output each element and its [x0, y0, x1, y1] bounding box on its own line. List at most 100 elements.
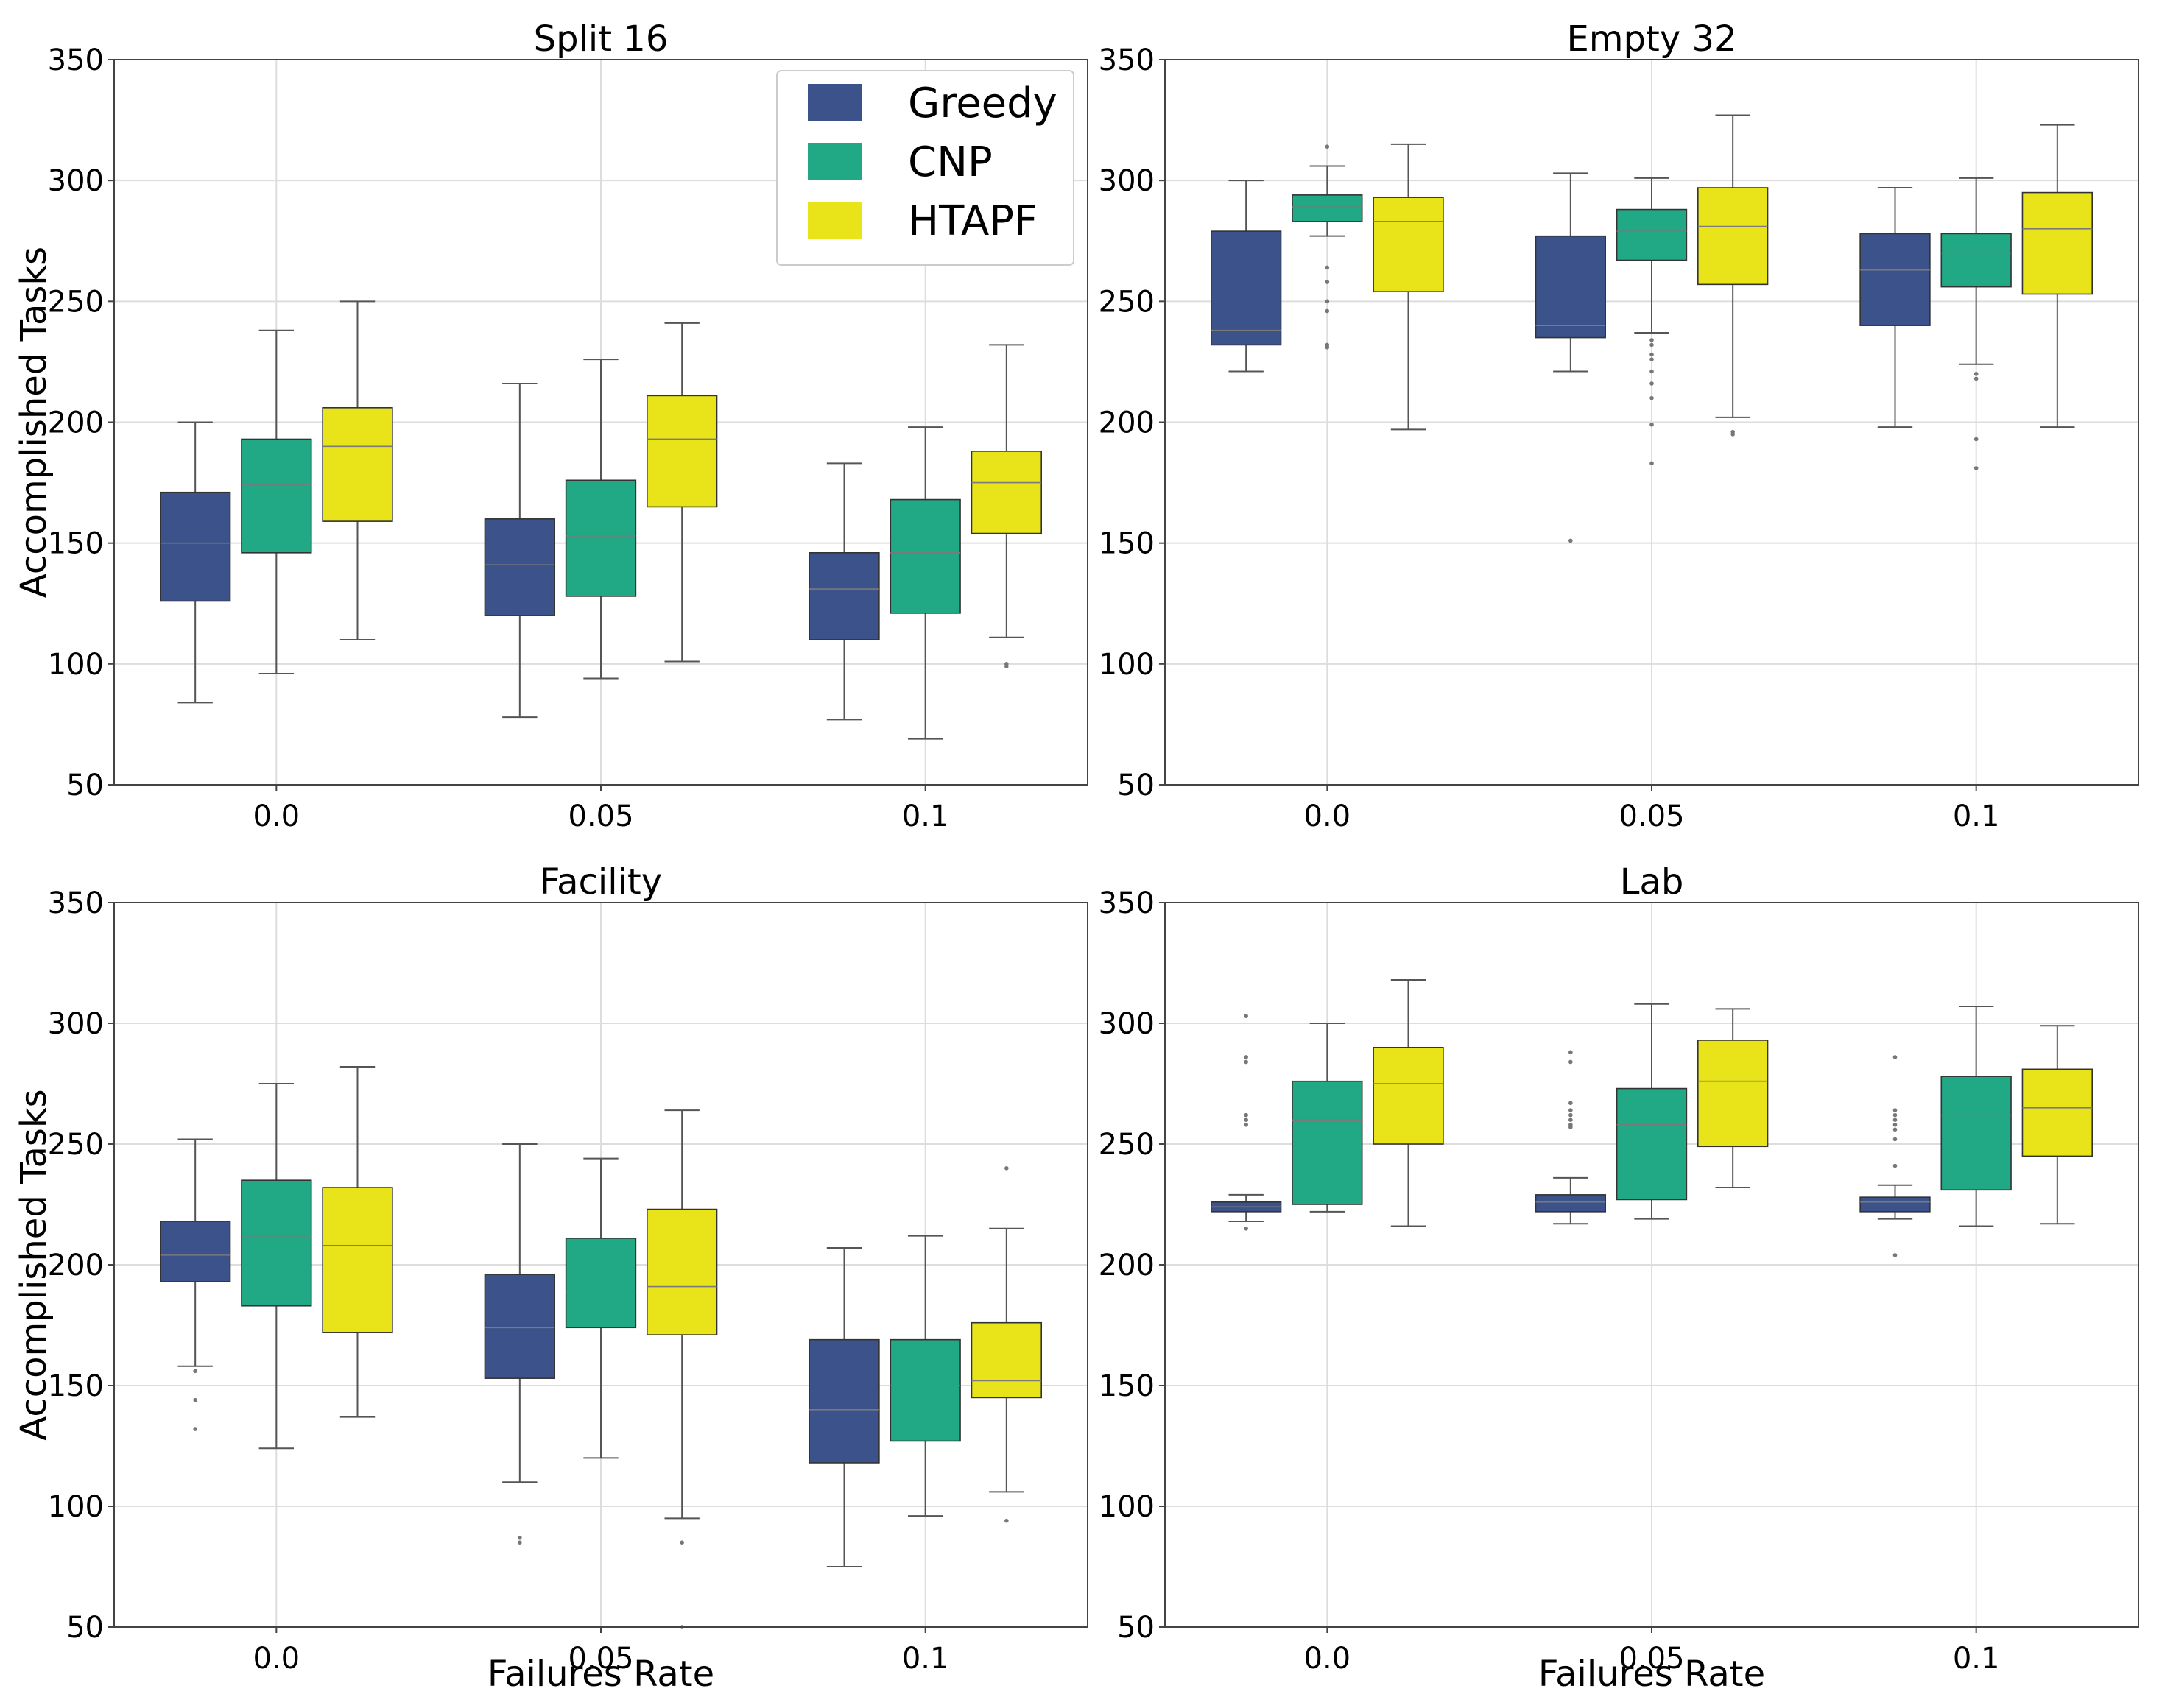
y-tick-label: 100 — [48, 1490, 104, 1524]
box-greedy-0.05 — [1535, 1050, 1607, 1225]
y-tick-label: 250 — [48, 285, 104, 319]
flier-point — [1244, 1118, 1248, 1122]
flier-point — [1244, 1014, 1248, 1018]
flier-point — [1892, 1112, 1898, 1118]
box-iqr — [809, 551, 880, 640]
legend: Greedy CNP HTAPF — [776, 70, 1074, 266]
flier-point — [1892, 1137, 1898, 1142]
flier-point — [1892, 1122, 1898, 1127]
flier-point — [518, 1535, 522, 1540]
box-iqr — [322, 1187, 393, 1333]
x-tick-label: 0.05 — [1619, 800, 1684, 833]
y-tick-label: 350 — [48, 886, 104, 920]
box-iqr — [565, 1238, 637, 1329]
y-tick-label: 250 — [1099, 285, 1155, 319]
box-cnp-0.0 — [1292, 144, 1363, 350]
flier-point — [1973, 437, 1979, 442]
legend-label-cnp: CNP — [908, 138, 993, 186]
x-tick-label: 0.1 — [1953, 1642, 2000, 1676]
box-iqr — [1535, 235, 1607, 339]
y-tick-label: 300 — [1099, 164, 1155, 198]
flier-point — [1973, 376, 1979, 381]
box-htapf-0.1 — [2021, 124, 2094, 428]
flier-point — [1244, 1122, 1248, 1127]
y-tick-label: 250 — [1099, 1128, 1155, 1162]
box-iqr — [2021, 1068, 2094, 1157]
flier-point — [1244, 1055, 1248, 1059]
flier-point — [1649, 395, 1654, 400]
flier-point — [1568, 538, 1573, 543]
x-tick-label: 0.0 — [1304, 800, 1351, 833]
flier-point — [1244, 1227, 1248, 1231]
box-cnp-0.1 — [1940, 1006, 2012, 1227]
box-cnp-0.05 — [565, 359, 637, 680]
flier-point — [1244, 1112, 1248, 1118]
y-tick-label: 50 — [66, 1611, 104, 1645]
flier-point — [1649, 381, 1654, 386]
box-greedy-0.1 — [809, 462, 880, 721]
flier-point — [193, 1369, 197, 1374]
box-cnp-0.1 — [1940, 177, 2012, 470]
box-cnp-0.1 — [890, 1235, 961, 1517]
box-cnp-0.0 — [1292, 1023, 1363, 1213]
legend-label-greedy: Greedy — [908, 80, 1057, 127]
x-tick-label: 0.0 — [253, 1642, 300, 1676]
box-iqr — [890, 498, 961, 614]
flier-point — [1892, 1118, 1898, 1122]
box-iqr — [1697, 1040, 1769, 1148]
flier-point — [1004, 1166, 1009, 1171]
flier-point — [193, 1397, 197, 1402]
x-axis-label: Failures Rate — [487, 1654, 714, 1695]
flier-point — [1568, 1118, 1573, 1122]
y-tick-label: 150 — [1099, 527, 1155, 561]
flier-point — [1568, 1108, 1573, 1112]
box-cnp-0.05 — [565, 1157, 637, 1459]
legend-swatch-greedy — [808, 84, 862, 121]
box-greedy-0.0 — [159, 421, 231, 704]
x-tick-label: 0.1 — [1953, 800, 2000, 833]
flier-point — [1325, 280, 1330, 284]
box-iqr — [971, 1321, 1043, 1399]
flier-point — [1892, 1055, 1898, 1059]
panel-title: Facility — [540, 861, 662, 903]
y-tick-label: 200 — [1099, 406, 1155, 440]
box-htapf-0.05 — [646, 322, 718, 663]
panel-title: Empty 32 — [1566, 18, 1736, 60]
flier-point — [1568, 1112, 1573, 1118]
panel-title: Split 16 — [534, 18, 669, 60]
box-iqr — [1210, 230, 1282, 346]
box-htapf-0.0 — [322, 300, 393, 640]
box-iqr — [2021, 191, 2094, 295]
y-tick-label: 150 — [48, 1369, 104, 1403]
y-tick-label: 300 — [1099, 1007, 1155, 1041]
box-greedy-0.05 — [484, 382, 556, 719]
flier-point — [1649, 342, 1654, 347]
flier-point — [1568, 1059, 1573, 1065]
box-iqr — [241, 438, 312, 554]
y-tick-label: 50 — [1117, 769, 1155, 802]
panel-3: 50 100 150 200 250 300 350 0.0 0.05 0.1 Lab Failure… — [1099, 861, 2139, 1695]
box-iqr — [1373, 197, 1444, 292]
y-tick-label: 300 — [48, 164, 104, 198]
box-iqr — [1940, 1076, 2012, 1191]
flier-point — [1892, 1127, 1898, 1132]
flier-point — [1649, 461, 1654, 466]
box-cnp-0.05 — [1616, 177, 1688, 466]
box-iqr — [1940, 233, 2012, 288]
box-iqr — [971, 451, 1043, 534]
box-htapf-0.1 — [971, 1166, 1043, 1523]
box-greedy-0.0 — [1210, 1014, 1282, 1231]
flier-point — [1649, 422, 1654, 427]
box-iqr — [1859, 1196, 1931, 1213]
flier-point — [1325, 345, 1330, 350]
y-tick-label: 350 — [48, 43, 104, 77]
box-iqr — [1292, 194, 1363, 222]
y-tick-label: 350 — [1099, 43, 1155, 77]
box-htapf-0.1 — [2021, 1025, 2094, 1225]
flier-point — [1325, 308, 1330, 314]
panel-1: 50 100 150 200 250 300 350 0.0 0.05 0.1 Empty 32 — [1099, 18, 2139, 833]
box-iqr — [159, 491, 231, 602]
box-iqr — [565, 479, 637, 597]
y-tick-label: 100 — [1099, 1490, 1155, 1524]
